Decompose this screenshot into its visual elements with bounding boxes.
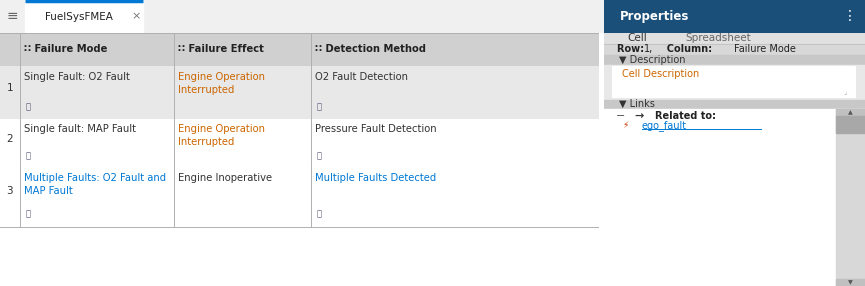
Text: ▲: ▲	[849, 110, 853, 115]
Text: Column:: Column:	[660, 45, 715, 54]
Text: ∷ Failure Mode: ∷ Failure Mode	[24, 44, 107, 54]
Text: Failure Mode: Failure Mode	[734, 45, 797, 54]
Text: 2: 2	[7, 134, 13, 144]
Bar	[604, 44, 865, 55]
Text: −: −	[616, 111, 625, 121]
Text: Multiple Faults Detected: Multiple Faults Detected	[315, 173, 436, 183]
Bar	[836, 279, 865, 286]
Text: ⚡: ⚡	[622, 121, 628, 130]
Text: 1: 1	[7, 83, 13, 93]
Text: ≡: ≡	[6, 9, 17, 23]
Text: 🔗: 🔗	[26, 103, 31, 112]
Text: Single fault: MAP Fault: Single fault: MAP Fault	[24, 124, 136, 134]
Text: Engine Operation
Interrupted: Engine Operation Interrupted	[178, 124, 266, 147]
Text: Spreadsheet: Spreadsheet	[686, 33, 752, 43]
Text: ⌟: ⌟	[843, 87, 847, 96]
Text: O2 Fault Detection: O2 Fault Detection	[315, 72, 408, 82]
Bar	[836, 109, 865, 286]
Text: Engine Operation
Interrupted: Engine Operation Interrupted	[178, 72, 266, 95]
Text: ego_fault: ego_fault	[642, 120, 687, 131]
Text: Cell Description: Cell Description	[622, 69, 699, 79]
Bar	[604, 109, 865, 286]
Text: ▼: ▼	[849, 280, 853, 285]
Text: 3: 3	[7, 186, 13, 196]
Text: Row:: Row:	[617, 45, 647, 54]
Bar	[604, 65, 865, 98]
Text: Cell: Cell	[628, 33, 648, 43]
Text: ⋮: ⋮	[843, 9, 856, 23]
Text: ▼ Links: ▼ Links	[619, 99, 656, 109]
Bar	[25, 0, 143, 33]
Text: 🔗: 🔗	[317, 151, 322, 160]
Bar	[604, 33, 865, 44]
Text: Pressure Fault Detection: Pressure Fault Detection	[315, 124, 437, 134]
Text: ⋮: ⋮	[841, 9, 855, 23]
Text: Engine Inoperative: Engine Inoperative	[178, 173, 272, 183]
Text: ∷ Failure Effect: ∷ Failure Effect	[178, 44, 264, 54]
Text: 🔗: 🔗	[26, 209, 31, 218]
Bar	[836, 116, 865, 133]
Bar	[604, 100, 865, 109]
Text: Multiple Faults: O2 Fault and
MAP Fault: Multiple Faults: O2 Fault and MAP Fault	[24, 173, 166, 196]
Text: 🔗: 🔗	[317, 103, 322, 112]
Text: 🔗: 🔗	[317, 209, 322, 218]
Text: ▼ Description: ▼ Description	[619, 55, 686, 65]
Text: →: →	[634, 111, 644, 121]
Bar	[836, 109, 865, 116]
Text: ∷ Detection Method: ∷ Detection Method	[315, 44, 426, 54]
Bar	[604, 55, 865, 65]
Text: 🔗: 🔗	[26, 151, 31, 160]
Text: ×: ×	[131, 11, 140, 21]
Text: FuelSysFMEA: FuelSysFMEA	[45, 12, 113, 22]
Bar	[612, 66, 855, 97]
Text: Properties: Properties	[619, 10, 689, 23]
Text: 1,: 1,	[644, 45, 654, 54]
Text: Single Fault: O2 Fault: Single Fault: O2 Fault	[24, 72, 130, 82]
Text: Related to:: Related to:	[655, 111, 715, 121]
